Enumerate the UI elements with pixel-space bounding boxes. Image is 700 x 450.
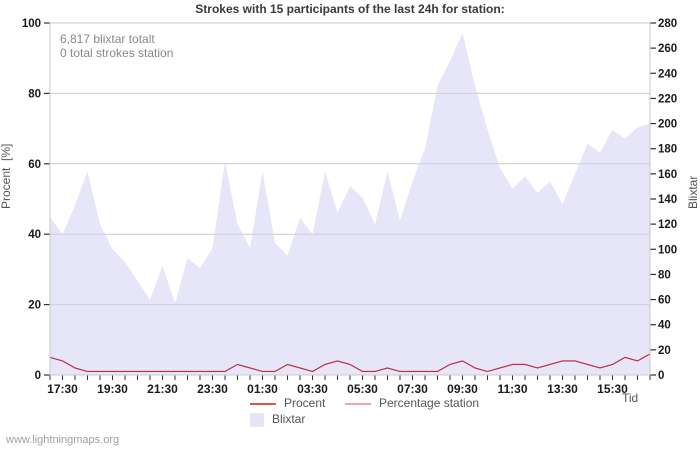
svg-text:220: 220 bbox=[658, 93, 677, 105]
svg-text:100: 100 bbox=[658, 244, 677, 256]
svg-text:23:30: 23:30 bbox=[197, 382, 228, 396]
svg-text:05:30: 05:30 bbox=[347, 382, 378, 396]
svg-text:03:30: 03:30 bbox=[297, 382, 328, 396]
svg-text:20: 20 bbox=[658, 345, 671, 357]
svg-text:180: 180 bbox=[658, 144, 677, 156]
svg-text:09:30: 09:30 bbox=[447, 382, 478, 396]
svg-text:80: 80 bbox=[658, 269, 671, 281]
svg-text:19:30: 19:30 bbox=[97, 382, 128, 396]
svg-text:21:30: 21:30 bbox=[147, 382, 178, 396]
svg-text:60: 60 bbox=[658, 295, 671, 307]
svg-text:07:30: 07:30 bbox=[397, 382, 428, 396]
svg-text:100: 100 bbox=[22, 18, 41, 30]
svg-text:0: 0 bbox=[35, 370, 41, 382]
svg-text:120: 120 bbox=[658, 219, 677, 231]
svg-text:40: 40 bbox=[658, 320, 671, 332]
svg-text:260: 260 bbox=[658, 43, 677, 55]
svg-text:200: 200 bbox=[658, 119, 677, 131]
svg-text:60: 60 bbox=[28, 159, 41, 171]
svg-text:17:30: 17:30 bbox=[47, 382, 78, 396]
svg-text:160: 160 bbox=[658, 169, 677, 181]
svg-text:40: 40 bbox=[28, 229, 41, 241]
svg-text:13:30: 13:30 bbox=[547, 382, 578, 396]
svg-text:11:30: 11:30 bbox=[497, 382, 527, 396]
svg-text:01:30: 01:30 bbox=[247, 382, 278, 396]
svg-text:240: 240 bbox=[658, 68, 677, 80]
svg-text:0: 0 bbox=[658, 370, 664, 382]
svg-text:140: 140 bbox=[658, 194, 677, 206]
svg-text:20: 20 bbox=[28, 300, 41, 312]
svg-text:280: 280 bbox=[658, 18, 677, 30]
svg-text:80: 80 bbox=[28, 88, 41, 100]
